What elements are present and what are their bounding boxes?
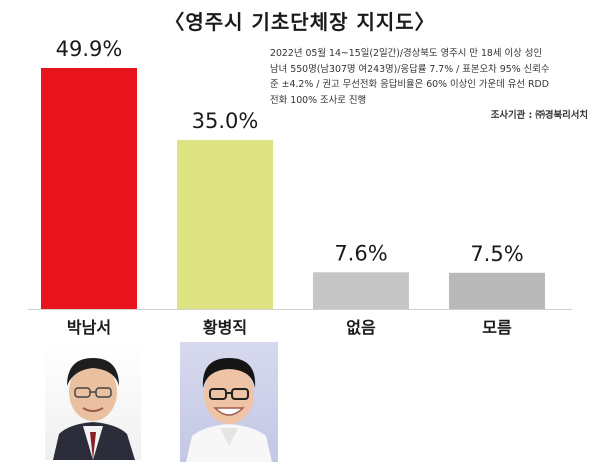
bar-1 — [41, 68, 137, 309]
bar-value-label: 35.0% — [192, 109, 259, 133]
survey-note-line: 전화 100% 조사로 진행 — [270, 94, 367, 106]
bar-chart: 49.9% 박남서 35.0% 황병직 7.6% 없음 7.5% 모름 — [28, 37, 572, 337]
bar-value-label: 7.6% — [334, 241, 387, 265]
category-label: 없음 — [346, 318, 376, 337]
survey-agency: 조사기관 : ㈜경북리서치 — [490, 110, 588, 121]
bar-value-label: 7.5% — [470, 242, 523, 266]
candidate-portrait-icon — [53, 358, 135, 460]
chart-title: 〈영주시 기초단체장 지지도〉 — [164, 10, 436, 34]
survey-note-line: 남녀 550명(남307명 여243명)/응답률 7.7% / 표본오차 95%… — [270, 63, 550, 75]
category-label: 모름 — [482, 318, 512, 337]
candidate-photo-1 — [45, 342, 141, 460]
survey-note-line: 준 ±4.2% / 권고 무선전화 응답비율은 60% 이상인 가운데 유선 R… — [270, 79, 549, 90]
bar-value-label: 49.9% — [56, 37, 123, 61]
category-label: 황병직 — [203, 318, 247, 337]
candidate-portrait-icon — [186, 358, 272, 462]
category-label: 박남서 — [67, 318, 111, 337]
survey-note: 2022년 05월 14~15일(2일간)/경상북도 영주시 만 18세 이상 … — [270, 46, 588, 124]
bar-4 — [449, 272, 545, 309]
survey-note-line: 2022년 05월 14~15일(2일간)/경상북도 영주시 만 18세 이상 … — [270, 48, 542, 59]
bar-2 — [177, 139, 273, 309]
bar-3 — [313, 272, 409, 309]
candidate-photo-2 — [180, 342, 278, 462]
